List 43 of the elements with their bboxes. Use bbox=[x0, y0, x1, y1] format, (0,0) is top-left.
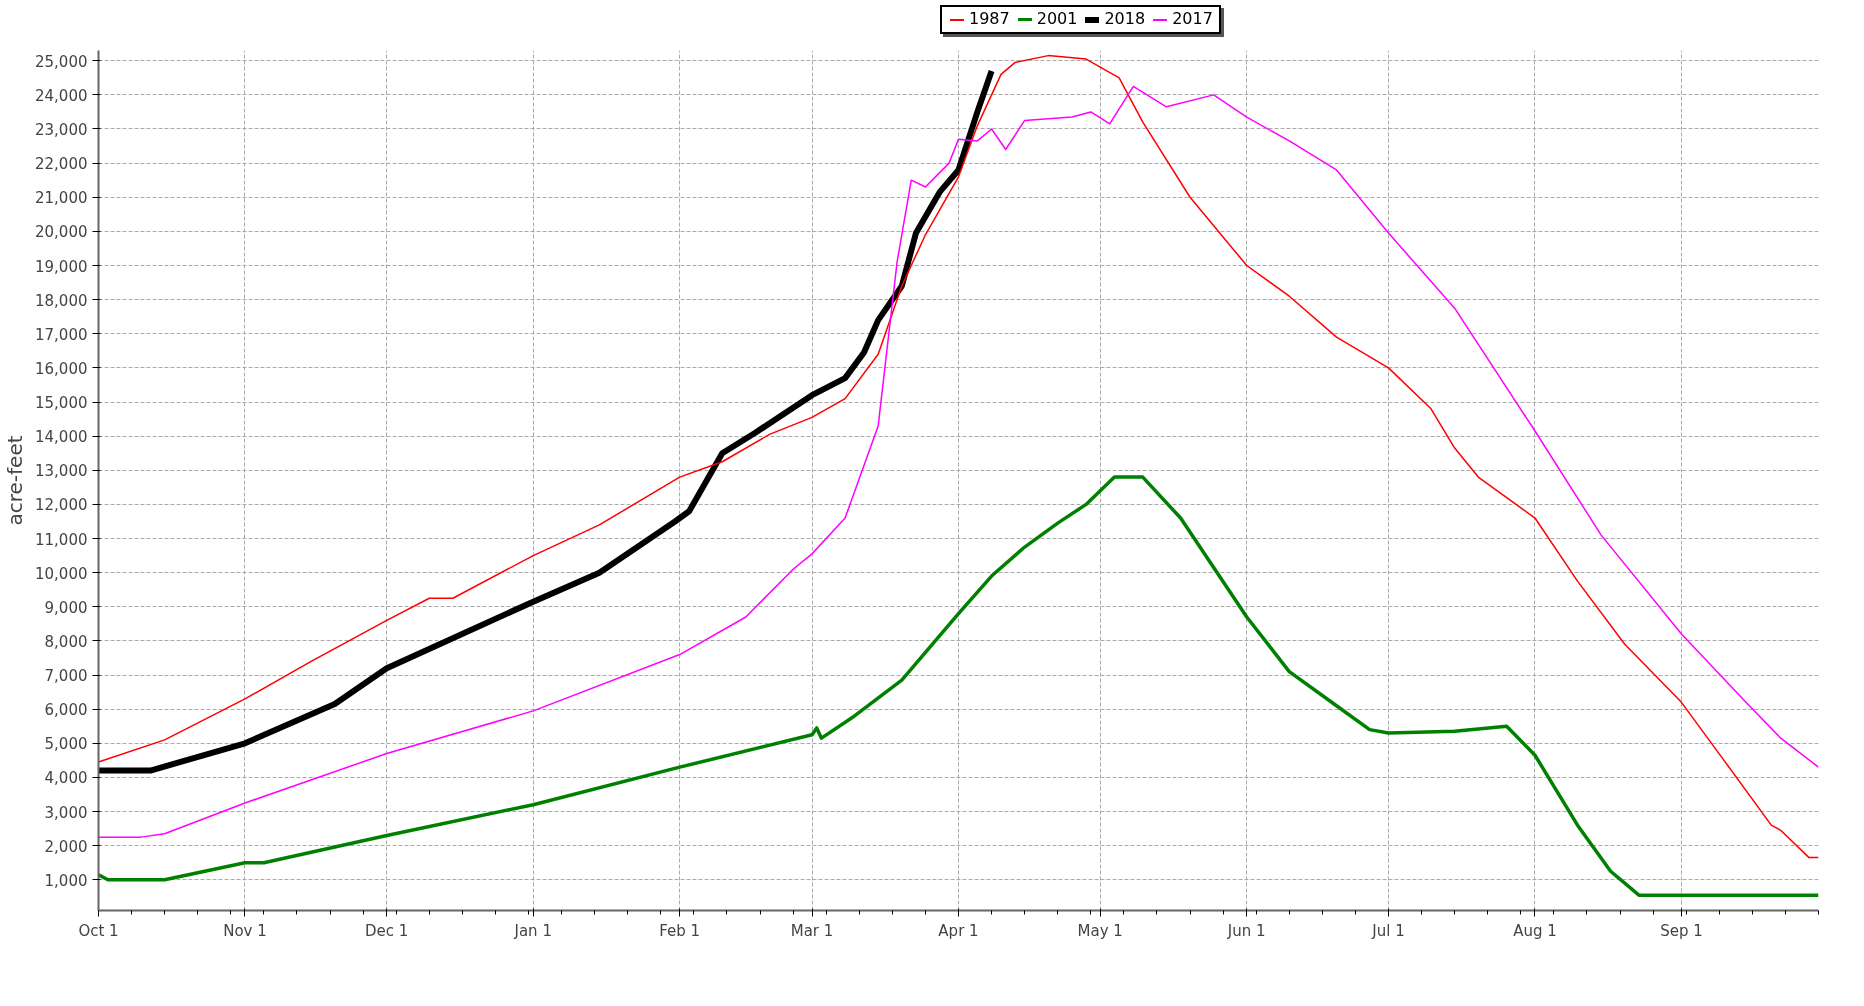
legend-label: 1987 bbox=[969, 9, 1010, 28]
y-tick-label: 11,000 bbox=[35, 530, 88, 549]
y-tick-label: 25,000 bbox=[35, 52, 88, 71]
legend-label: 2001 bbox=[1036, 9, 1078, 28]
y-tick-label: 22,000 bbox=[35, 155, 88, 174]
x-tick-label: Mar 1 bbox=[790, 921, 834, 940]
y-tick-label: 7,000 bbox=[44, 667, 88, 686]
legend-label: 2017 bbox=[1172, 9, 1213, 28]
y-tick-label: 13,000 bbox=[35, 462, 88, 481]
y-tick-label: 14,000 bbox=[35, 428, 88, 447]
x-tick-label: Jul 1 bbox=[1371, 921, 1405, 940]
x-tick-label: Apr 1 bbox=[938, 921, 979, 940]
x-tick-label: May 1 bbox=[1077, 921, 1123, 940]
y-tick-label: 5,000 bbox=[44, 735, 88, 754]
y-tick-label: 12,000 bbox=[35, 496, 88, 515]
y-tick-label: 18,000 bbox=[35, 291, 88, 310]
y-tick-label: 1,000 bbox=[44, 871, 88, 890]
x-tick-label: Nov 1 bbox=[223, 921, 267, 940]
y-tick-label: 19,000 bbox=[35, 257, 88, 276]
y-tick-label: 15,000 bbox=[35, 394, 88, 413]
x-tick-label: Aug 1 bbox=[1513, 921, 1557, 940]
x-tick-label: Jun 1 bbox=[1226, 921, 1266, 940]
y-tick-label: 4,000 bbox=[44, 769, 88, 788]
y-axis-title: acre-feet bbox=[3, 435, 28, 526]
y-tick-label: 16,000 bbox=[35, 359, 88, 378]
y-tick-label: 24,000 bbox=[35, 86, 88, 105]
x-tick-label: Dec 1 bbox=[365, 921, 409, 940]
x-tick-label: Jan 1 bbox=[513, 921, 552, 940]
y-tick-label: 17,000 bbox=[35, 325, 88, 344]
x-tick-label: Feb 1 bbox=[659, 921, 701, 940]
x-tick-label: Oct 1 bbox=[78, 921, 119, 940]
x-tick-label: Sep 1 bbox=[1660, 921, 1703, 940]
y-tick-label: 21,000 bbox=[35, 189, 88, 208]
line-series bbox=[98, 475, 1819, 897]
legend-label: 2018 bbox=[1104, 9, 1146, 28]
y-tick-label: 23,000 bbox=[35, 120, 88, 139]
y-tick-label: 3,000 bbox=[44, 803, 88, 822]
y-tick-label: 6,000 bbox=[44, 701, 88, 720]
y-tick-label: 9,000 bbox=[44, 598, 88, 617]
y-tick-label: 2,000 bbox=[44, 837, 88, 856]
y-tick-label: 10,000 bbox=[35, 564, 88, 583]
y-tick-label: 20,000 bbox=[35, 223, 88, 242]
y-tick-label: 8,000 bbox=[44, 632, 88, 651]
